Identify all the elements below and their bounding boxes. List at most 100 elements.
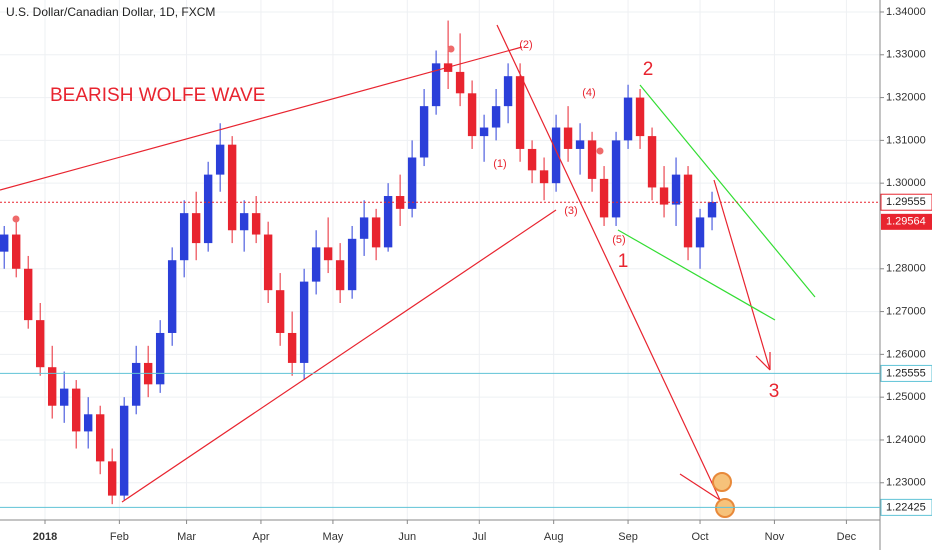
candle-body	[647, 136, 657, 188]
marker	[12, 215, 20, 223]
candle-body	[299, 281, 309, 363]
y-tick-label: 1.31000	[886, 134, 926, 146]
annotation: (4)	[582, 87, 595, 99]
y-tick-label: 1.23000	[886, 477, 926, 489]
target-line	[496, 24, 721, 501]
candle-body	[479, 127, 489, 137]
x-tick-label: Jun	[398, 531, 416, 543]
arrow-head	[679, 473, 721, 501]
x-tick-label: Feb	[110, 531, 129, 543]
candle-body	[551, 127, 561, 184]
arrow-head	[755, 355, 771, 371]
target-line	[713, 179, 771, 371]
candle-body	[683, 174, 693, 248]
candle-body	[707, 202, 717, 218]
wedge-line	[639, 84, 816, 298]
candle-body	[323, 247, 333, 261]
candle-body	[455, 71, 465, 94]
candle-body	[635, 97, 645, 137]
x-tick-label: 2018	[33, 531, 57, 543]
event-icon[interactable]	[715, 498, 735, 518]
candle-body	[371, 217, 381, 248]
last-price-box	[881, 213, 932, 230]
candle-body	[119, 405, 129, 496]
annotation: (3)	[564, 205, 577, 217]
annotation: (1)	[493, 158, 506, 170]
annotation: (2)	[519, 39, 532, 51]
price-label-box	[880, 498, 932, 516]
candle-body	[467, 93, 477, 137]
last-price-label: 1.29564	[886, 216, 926, 228]
x-tick-label: Mar	[177, 531, 196, 543]
x-tick-label: Apr	[252, 531, 269, 543]
candle-body	[383, 196, 393, 248]
x-tick-label: May	[323, 531, 344, 543]
annotation: (5)	[612, 234, 625, 246]
wedge-line	[617, 229, 776, 321]
candle-body	[311, 247, 321, 282]
y-tick-label: 1.25000	[886, 391, 926, 403]
trend-line	[121, 209, 557, 503]
candle-body	[539, 170, 549, 184]
candle-body	[203, 174, 213, 244]
candle-body	[659, 187, 669, 205]
candle-body	[107, 461, 117, 496]
y-tick-label: 1.27000	[886, 305, 926, 317]
candle-body	[191, 213, 201, 244]
candle-body	[491, 106, 501, 128]
x-tick-label: Oct	[691, 531, 708, 543]
candle-body	[359, 217, 369, 239]
candle-body	[575, 140, 585, 149]
y-tick-label: 1.24000	[886, 434, 926, 446]
price-label-box	[880, 193, 932, 211]
candle-body	[611, 140, 621, 218]
y-tick-label: 1.28000	[886, 263, 926, 275]
candle-body	[587, 140, 597, 179]
candle-body	[671, 174, 681, 205]
candle-body	[599, 178, 609, 218]
candle-body	[167, 260, 177, 333]
price-label: 1.29555	[886, 196, 926, 208]
candle-body	[95, 414, 105, 462]
annotation: 2	[643, 59, 654, 80]
candle-body	[515, 76, 525, 149]
candle-body	[227, 144, 237, 231]
x-tick-label: Sep	[618, 531, 638, 543]
candle-body	[263, 234, 273, 291]
candle-body	[419, 106, 429, 158]
candle-body	[275, 290, 285, 333]
candle-body	[215, 144, 225, 175]
y-tick-label: 1.32000	[886, 91, 926, 103]
price-label: 1.22425	[886, 501, 926, 513]
candle-body	[251, 213, 261, 235]
event-icon[interactable]	[712, 472, 732, 492]
y-tick-label: 1.30000	[886, 177, 926, 189]
y-tick-label: 1.26000	[886, 348, 926, 360]
candle-body	[503, 76, 513, 107]
x-tick-label: Dec	[837, 531, 857, 543]
candles	[0, 20, 717, 505]
candle-body	[179, 213, 189, 261]
candle-body	[23, 268, 33, 321]
y-tick-label: 1.34000	[886, 6, 926, 18]
candle-body	[155, 332, 165, 385]
marker	[596, 147, 604, 155]
candle-body	[11, 234, 21, 269]
annotation: 1	[618, 251, 629, 272]
candle-body	[35, 320, 45, 368]
candle-body	[431, 63, 441, 107]
candle-body	[47, 367, 57, 406]
candle-body	[287, 332, 297, 363]
price-label-box	[880, 364, 932, 382]
price-label: 1.25555	[886, 367, 926, 379]
y-tick-label: 1.33000	[886, 49, 926, 61]
candle-body	[71, 388, 81, 432]
x-tick-label: Nov	[765, 531, 785, 543]
candle-body	[695, 217, 705, 248]
candle-body	[527, 148, 537, 171]
candle-body	[83, 414, 93, 432]
candle-body	[335, 260, 345, 291]
candle-body	[59, 388, 69, 406]
